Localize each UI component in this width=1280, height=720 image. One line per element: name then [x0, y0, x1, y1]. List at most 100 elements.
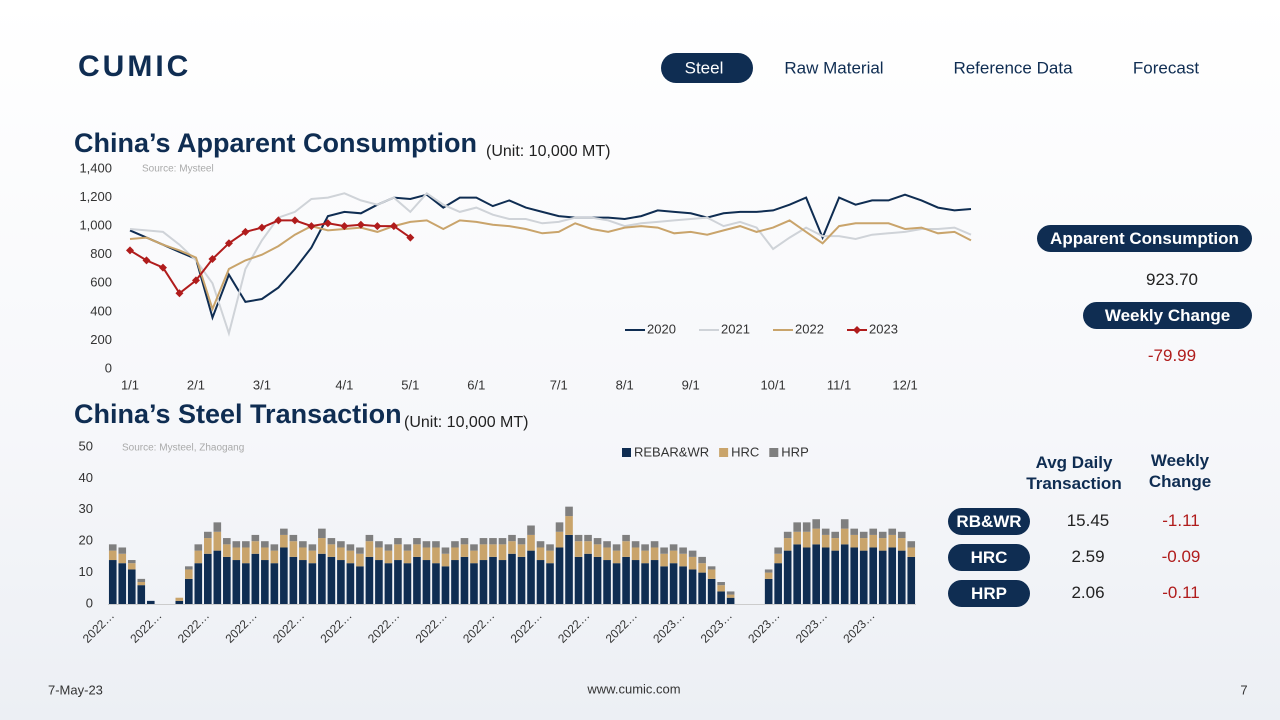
- nav-item[interactable]: Forecast: [1133, 58, 1199, 77]
- x-tick-label: 2022…: [460, 608, 497, 645]
- nav-item[interactable]: Raw Material: [784, 58, 883, 77]
- bar-segment: [451, 560, 459, 604]
- bar-segment: [555, 531, 564, 548]
- bar-segment: [650, 547, 659, 561]
- bar-segment: [850, 534, 859, 548]
- bar-segment: [641, 544, 649, 551]
- bar-segment: [356, 553, 364, 567]
- bar-segment: [517, 544, 526, 557]
- bar-segment: [669, 550, 678, 564]
- bar-segment: [859, 531, 868, 539]
- bar-segment: [707, 566, 716, 570]
- row-value: 2.59: [1071, 547, 1105, 566]
- bar-segment: [375, 547, 383, 561]
- bar-segment: [489, 544, 497, 557]
- bar-segment: [118, 547, 127, 554]
- bar-segment: [840, 544, 849, 604]
- bar-segment: [869, 547, 878, 604]
- bar-segment: [356, 566, 364, 604]
- legend-label: 2023: [869, 321, 898, 336]
- bar-segment: [251, 534, 260, 542]
- bar-segment: [641, 550, 649, 564]
- bar-segment: [498, 538, 507, 545]
- point-marker: [191, 276, 200, 285]
- bar-segment: [517, 556, 526, 604]
- bar-segment: [365, 556, 374, 604]
- bar-segment: [118, 553, 127, 564]
- row-label: RB&WR: [948, 508, 1030, 535]
- point-marker: [274, 216, 283, 225]
- x-tick-label: 3/1: [253, 377, 271, 392]
- bar-segment: [108, 550, 117, 561]
- bar-segment: [612, 550, 621, 564]
- bar-segment: [413, 538, 421, 545]
- nav-item[interactable]: Reference Data: [953, 58, 1073, 77]
- legend-label: REBAR&WR: [634, 444, 709, 459]
- bar-segment: [660, 553, 668, 567]
- bar-segment: [337, 547, 345, 561]
- bar-segment: [127, 560, 136, 564]
- bar-segment: [717, 585, 725, 592]
- bar-segment: [517, 538, 526, 545]
- bar-segment: [593, 538, 602, 545]
- bar-segment: [897, 550, 906, 604]
- bar-segment: [403, 544, 412, 551]
- bar-segment: [270, 550, 279, 564]
- bar-segment: [565, 506, 573, 517]
- panel-change: -79.99: [1147, 346, 1197, 365]
- bar-segment: [365, 534, 374, 542]
- point-marker: [307, 222, 316, 231]
- bar-segment: [888, 534, 897, 548]
- x-tick-label: 2023…: [745, 608, 782, 645]
- y-tick-label: 30: [79, 501, 93, 516]
- bar-segment: [850, 528, 859, 535]
- bar-segment: [717, 591, 725, 604]
- row-label: HRP: [948, 580, 1030, 607]
- bar-segment: [289, 534, 298, 542]
- bar-segment: [498, 560, 507, 604]
- bar-segment: [631, 541, 640, 548]
- line-series: [129, 219, 972, 312]
- bar-segment: [774, 563, 782, 604]
- x-tick-label: 4/1: [335, 377, 353, 392]
- point-marker: [208, 255, 217, 263]
- bar-segment: [717, 582, 725, 586]
- row-value: 15.45: [1066, 511, 1110, 530]
- bar-segment: [118, 563, 127, 604]
- bar-segment: [840, 528, 849, 545]
- bar-segment: [194, 563, 203, 604]
- bar-segment: [536, 547, 545, 561]
- bar-segment: [603, 547, 611, 561]
- x-tick-label: 2023…: [840, 608, 877, 645]
- bar-segment: [346, 563, 355, 604]
- bar-segment: [384, 563, 393, 604]
- bar-segment: [356, 547, 364, 554]
- bar-segment: [698, 556, 706, 564]
- bar-segment: [127, 563, 136, 570]
- bar-segment: [574, 556, 583, 604]
- bar-segment: [242, 563, 250, 604]
- bar-segment: [242, 541, 250, 548]
- panel-label: Weekly Change: [1083, 302, 1252, 329]
- bar-segment: [242, 547, 250, 564]
- bar-segment: [878, 531, 887, 539]
- bar-segment: [394, 560, 402, 604]
- bar-segment: [479, 560, 488, 604]
- bar-segment: [831, 531, 840, 539]
- point-marker: [323, 219, 332, 228]
- bar-segment: [508, 553, 516, 604]
- bar-segment: [869, 528, 878, 535]
- bar-segment: [194, 544, 203, 551]
- nav-item[interactable]: Steel: [685, 58, 724, 77]
- bar-segment: [793, 544, 801, 604]
- bar-segment: [897, 531, 906, 539]
- bar-segment: [850, 547, 859, 604]
- legend-label: 2021: [721, 321, 750, 336]
- x-tick-label: 2/1: [187, 377, 205, 392]
- logo: CUMIC: [78, 50, 191, 83]
- bar-segment: [394, 544, 402, 561]
- bar-segment: [289, 541, 298, 557]
- bar-segment: [612, 544, 621, 551]
- bar-segment: [422, 541, 431, 548]
